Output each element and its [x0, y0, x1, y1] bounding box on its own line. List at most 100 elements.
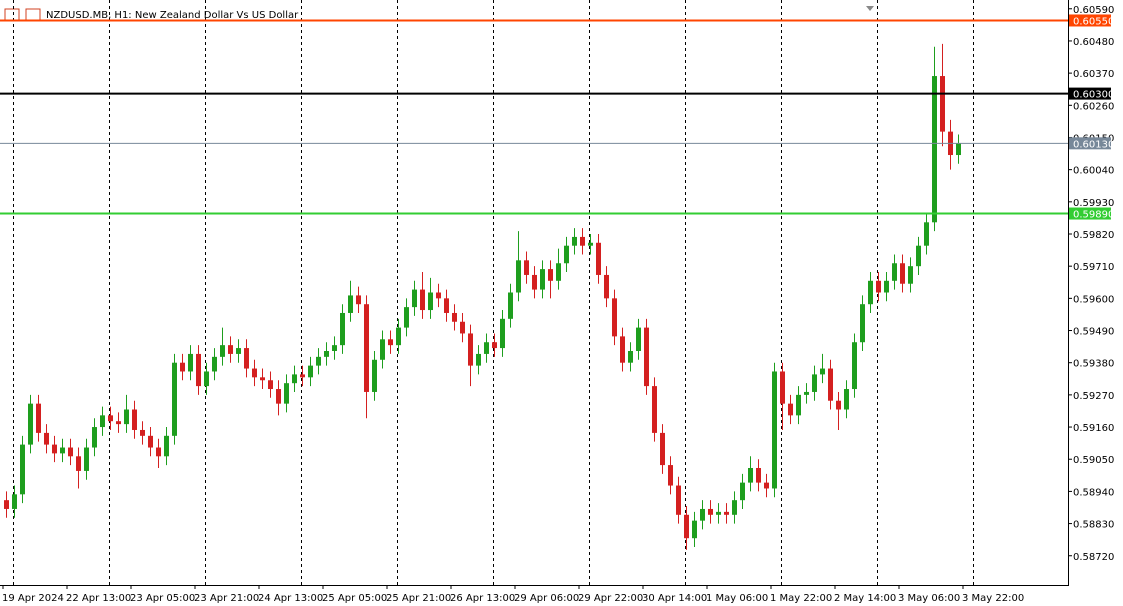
y-tick-label: 0.59820: [1073, 230, 1114, 241]
candle-body: [676, 485, 681, 515]
price-level-tag: 0.59890: [1069, 207, 1114, 221]
candle-body: [228, 345, 233, 354]
candle-body: [900, 263, 905, 284]
y-tick-label: 0.58720: [1073, 552, 1114, 563]
candle-body: [580, 236, 585, 246]
y-tick-label: 0.58830: [1073, 520, 1114, 531]
candle-body: [140, 429, 145, 436]
y-tick-label: 0.59270: [1073, 391, 1114, 402]
price-level-box: [1069, 207, 1111, 220]
price-level-tag: 0.60550: [1069, 14, 1114, 27]
candle-body: [268, 380, 273, 390]
candle-body: [172, 362, 177, 436]
candle-body: [100, 415, 105, 428]
candle-body: [860, 304, 865, 343]
candle-body: [740, 482, 745, 501]
candle-body: [852, 342, 857, 390]
price-level-label: 0.59890: [1073, 210, 1114, 221]
x-tick-label: 3 May 22:00: [962, 593, 1024, 604]
candle-body: [564, 245, 569, 264]
candle-body: [716, 511, 721, 515]
candle-body: [748, 468, 753, 483]
candle-body: [52, 444, 57, 454]
candle-body: [724, 511, 729, 515]
candle-body: [380, 339, 385, 360]
candle-body: [828, 368, 833, 401]
y-tick-label: 0.59380: [1073, 359, 1114, 370]
price-level-tag: 0.60130: [1069, 137, 1114, 150]
candle-body: [124, 409, 129, 425]
candle-body: [220, 345, 225, 357]
y-tick-label: 0.59600: [1073, 294, 1114, 305]
candle-body: [908, 266, 913, 284]
candle-body: [300, 374, 305, 378]
x-tick-label: 1 May 22:00: [770, 593, 832, 604]
candle-body: [924, 222, 929, 246]
candle-body: [364, 304, 369, 392]
candle-body: [4, 500, 9, 509]
candle-body: [20, 444, 25, 495]
candle-body: [348, 295, 353, 313]
y-tick-label: 0.60590: [1073, 5, 1114, 16]
candle-body: [708, 508, 713, 515]
price-level-label: 0.60550: [1073, 16, 1114, 27]
candle-body: [412, 289, 417, 308]
candle-body: [524, 260, 529, 275]
y-tick-label: 0.60260: [1073, 101, 1114, 112]
candle-body: [820, 368, 825, 375]
candle-body: [788, 403, 793, 416]
candle-body: [956, 143, 961, 156]
candle-body: [164, 435, 169, 457]
candle-body: [780, 371, 785, 404]
candle-body: [292, 374, 297, 384]
candle-body: [804, 391, 809, 395]
candle-body: [212, 356, 217, 372]
price-level-tag: 0.60300: [1069, 87, 1114, 101]
candle-body: [204, 371, 209, 387]
x-tick-label: 2 May 14:00: [834, 593, 896, 604]
candle-body: [76, 456, 81, 471]
y-tick-label: 0.58940: [1073, 487, 1114, 498]
candle-body: [572, 236, 577, 246]
candle-body: [764, 482, 769, 489]
candle-body: [92, 427, 97, 448]
x-tick-label: 25 Apr 21:00: [386, 593, 451, 604]
x-tick-label: 29 Apr 22:00: [578, 593, 643, 604]
x-tick-label: 26 Apr 13:00: [450, 593, 515, 604]
candle-body: [884, 280, 889, 293]
candle-body: [236, 348, 241, 354]
x-tick-label: 30 Apr 14:00: [642, 593, 707, 604]
candle-body: [660, 432, 665, 466]
candle-body: [484, 342, 489, 354]
candle-body: [500, 318, 505, 349]
candle-body: [372, 359, 377, 392]
x-tick-label: 29 Apr 06:00: [514, 593, 579, 604]
candle-body: [916, 245, 921, 267]
candle-body: [252, 368, 257, 378]
candle-body: [892, 263, 897, 281]
candle-body: [532, 274, 537, 290]
x-tick-label: 3 May 06:00: [898, 593, 960, 604]
price-level-box: [1069, 87, 1111, 100]
candle-body: [932, 76, 937, 223]
candle-body: [284, 383, 289, 404]
candle-body: [652, 386, 657, 433]
icon: [4, 8, 20, 21]
candle-body: [316, 356, 321, 366]
candle-body: [556, 263, 561, 281]
candle-body: [452, 312, 457, 322]
candle-body: [844, 389, 849, 410]
candle-body: [428, 292, 433, 311]
candle-body: [796, 394, 801, 416]
candle-body: [732, 500, 737, 515]
x-tick-label: 22 Apr 13:00: [66, 593, 131, 604]
candle-body: [812, 374, 817, 392]
y-tick-label: 0.59160: [1073, 423, 1114, 434]
candle-body: [460, 321, 465, 334]
candle-body: [644, 327, 649, 387]
candle-body: [108, 415, 113, 422]
candle-body: [44, 432, 49, 445]
x-tick-label: 19 Apr 2024: [2, 593, 64, 604]
